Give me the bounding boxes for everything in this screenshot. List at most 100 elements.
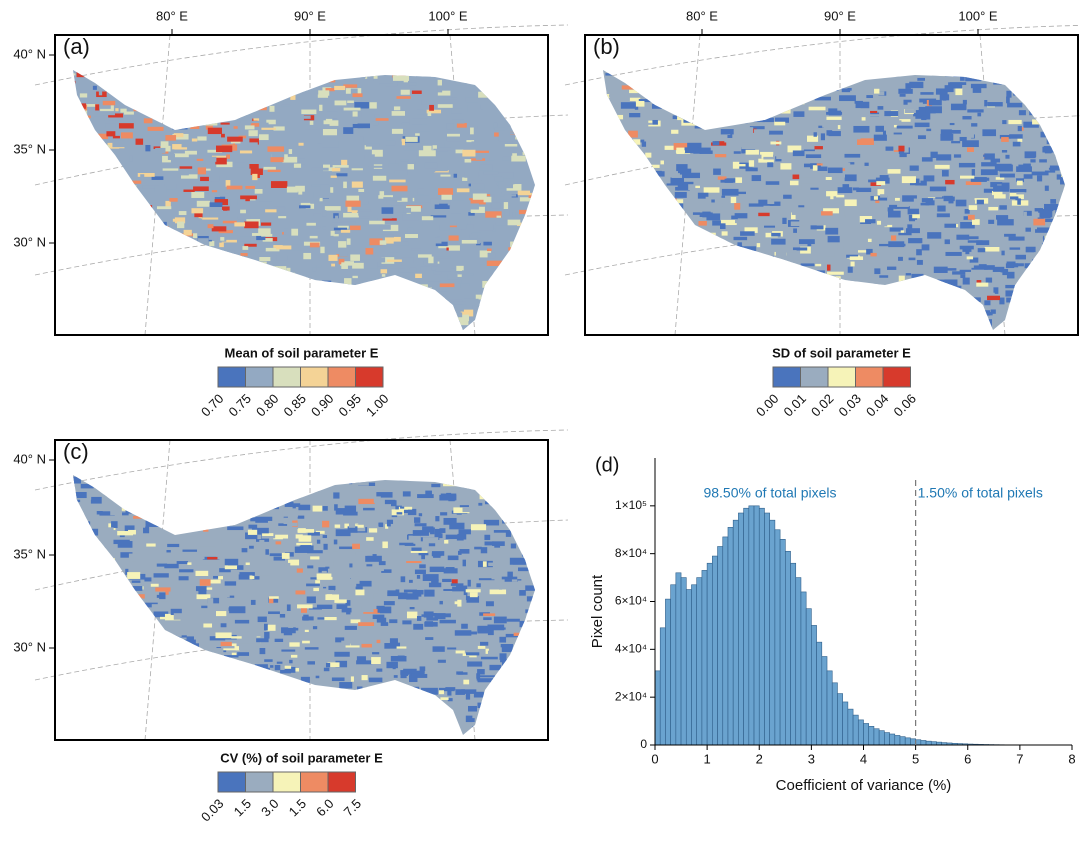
map-cell [1046, 70, 1060, 75]
map-cell [647, 114, 659, 120]
map-cell [372, 122, 378, 125]
map-cell [127, 718, 139, 722]
map-cell [144, 239, 161, 243]
map-cell [548, 198, 560, 201]
map-cell [622, 204, 629, 208]
map-cell [769, 296, 780, 298]
map-cell [538, 147, 554, 153]
map-cell [526, 148, 536, 152]
map-cell [849, 322, 855, 327]
map-cell [771, 239, 785, 245]
map-cell [209, 471, 213, 475]
map-cell [763, 87, 776, 93]
map-cell [60, 517, 70, 522]
map-cell [434, 299, 446, 303]
map-cell [909, 61, 925, 66]
map-cell [723, 116, 729, 120]
map-cell [772, 55, 776, 61]
map-cell [633, 204, 637, 210]
map-cell [484, 323, 493, 327]
map-cell [206, 686, 210, 691]
map-cell [342, 697, 347, 703]
map-cell [389, 705, 404, 707]
map-cell [656, 58, 663, 61]
map-cell [101, 302, 108, 308]
map-cell [432, 553, 441, 557]
map-cell [288, 193, 298, 198]
map-cell [523, 642, 527, 646]
map-cell [589, 96, 597, 100]
map-cell [523, 152, 533, 155]
map-cell [648, 263, 661, 266]
map-cell [296, 44, 303, 47]
map-cell [607, 165, 623, 170]
map-cell [155, 653, 170, 656]
map-cell [194, 274, 207, 276]
map-cell [369, 221, 385, 225]
map-cell [1060, 147, 1076, 151]
map-cell [586, 82, 603, 85]
map-cell [530, 460, 535, 465]
lon-label: 90° E [824, 8, 856, 23]
map-cell [145, 225, 148, 228]
map-cell [161, 636, 169, 640]
map-cell [487, 734, 498, 738]
map-cell [165, 589, 169, 595]
map-cell [527, 65, 539, 68]
map-cell [327, 694, 338, 698]
map-cell [318, 90, 329, 95]
map-cell [1067, 72, 1073, 78]
map-cell [274, 317, 286, 320]
map-cell [254, 48, 266, 51]
map-cell [388, 687, 397, 693]
map-cell [113, 578, 121, 583]
map-cell [684, 281, 698, 285]
map-cell [858, 250, 867, 252]
map-cell [739, 314, 747, 320]
map-cell [485, 501, 502, 504]
map-cell [988, 220, 994, 224]
map-cell [343, 213, 359, 218]
map-cell [462, 270, 478, 273]
map-cell [856, 188, 871, 192]
bar [728, 527, 733, 745]
map-cell [269, 106, 274, 112]
map-cell [229, 492, 240, 495]
map-cell [383, 197, 391, 200]
map-cell [177, 561, 188, 564]
map-cell [349, 723, 355, 726]
map-cell [339, 682, 352, 688]
map-cell [146, 630, 154, 636]
colorbar-label: 3.0 [258, 796, 281, 819]
map-cell [299, 143, 304, 146]
map-cell [487, 498, 491, 501]
map-cell [888, 169, 901, 174]
map-cell [600, 270, 610, 272]
map-cell [373, 328, 381, 331]
map-cell [401, 324, 414, 326]
map-cell [691, 305, 694, 310]
map-cell [529, 547, 535, 550]
bar [811, 625, 816, 745]
map-cell [858, 207, 869, 211]
map-cell [184, 317, 199, 324]
map-cell [242, 110, 247, 116]
map-cell [143, 92, 146, 96]
map-cell [280, 58, 294, 63]
map-cell [1056, 88, 1066, 94]
map-cell [439, 317, 447, 321]
map-cell [229, 98, 238, 102]
map-cell [146, 275, 159, 278]
map-cell [1018, 165, 1030, 171]
map-cell [1027, 91, 1043, 94]
map-cell [1052, 73, 1062, 77]
map-cell [1031, 298, 1044, 305]
map-cell [325, 473, 333, 477]
map-cell [487, 261, 503, 266]
map-cell [532, 692, 541, 694]
map-cell [1043, 108, 1055, 112]
colorbar-cell [356, 367, 384, 387]
map-cell [273, 266, 286, 271]
map-cell [157, 226, 169, 228]
map-cell [896, 324, 904, 329]
